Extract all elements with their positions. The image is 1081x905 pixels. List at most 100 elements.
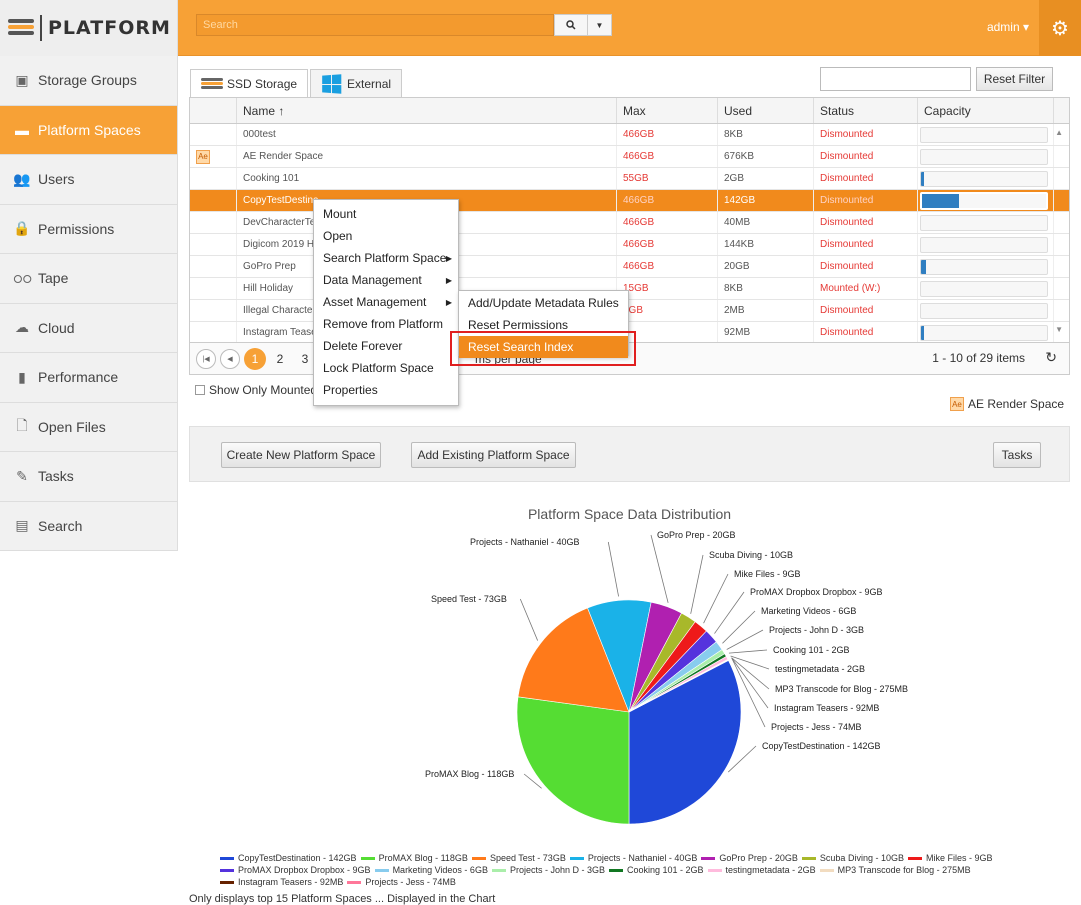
pie-slice[interactable] bbox=[517, 607, 630, 713]
sidebar-item-performance[interactable]: ▮ Performance bbox=[0, 353, 177, 403]
add-existing-platform-space-button[interactable]: Add Existing Platform Space bbox=[411, 442, 576, 468]
legend-item[interactable]: ProMAX Dropbox Dropbox - 9GB bbox=[220, 865, 371, 876]
legend-item[interactable]: Marketing Videos - 6GB bbox=[374, 865, 488, 876]
pie-label-connector bbox=[607, 541, 619, 597]
search-options-dropdown[interactable]: ▼ bbox=[588, 14, 612, 36]
pie-slice-label: Scuba Diving - 10GB bbox=[709, 550, 793, 560]
sidebar-item-storage-groups[interactable]: ▣ Storage Groups bbox=[0, 56, 177, 106]
column-header-used[interactable]: Used bbox=[718, 98, 814, 123]
used-cell: 20GB bbox=[718, 256, 814, 277]
pie-slice-label: Cooking 101 - 2GB bbox=[773, 645, 850, 655]
page-1-button[interactable]: 1 bbox=[244, 347, 266, 370]
menu-item-properties[interactable]: Properties bbox=[314, 379, 458, 401]
menu-item-reset-permissions[interactable]: Reset Permissions bbox=[459, 314, 628, 336]
sidebar-item-platform-spaces[interactable]: ▬ Platform Spaces bbox=[0, 105, 177, 155]
table-row[interactable]: GoPro Prep 466GB 20GB Dismounted bbox=[190, 256, 1069, 278]
prev-page-icon: ◀ bbox=[227, 355, 233, 363]
search-button[interactable] bbox=[554, 14, 588, 36]
menu-item-reset-search-index[interactable]: Reset Search Index bbox=[459, 336, 628, 358]
search-input[interactable] bbox=[196, 14, 554, 36]
first-page-button[interactable]: |◀ bbox=[196, 348, 216, 369]
table-row[interactable]: DevCharacterTe 466GB 40MB Dismounted bbox=[190, 212, 1069, 234]
tasks-button[interactable]: Tasks bbox=[993, 442, 1041, 468]
legend-item[interactable]: Projects - Nathaniel - 40GB bbox=[569, 853, 697, 864]
table-row[interactable]: Ae AE Render Space 466GB 676KB Dismounted bbox=[190, 146, 1069, 168]
tab-external[interactable]: External bbox=[310, 69, 403, 97]
menu-item-open[interactable]: Open bbox=[314, 225, 458, 247]
legend-item[interactable]: ProMAX Blog - 118GB bbox=[360, 853, 468, 864]
table-row[interactable]: Illegal Characte 6GB 2MB Dismounted bbox=[190, 300, 1069, 322]
scroll-up-icon[interactable]: ▲ bbox=[1055, 128, 1063, 137]
sidebar-item-permissions[interactable]: 🔒 Permissions bbox=[0, 205, 177, 254]
name-cell: AE Render Space bbox=[237, 146, 617, 167]
spacer-cell bbox=[1054, 256, 1069, 277]
legend-item[interactable]: Scuba Diving - 10GB bbox=[801, 853, 904, 864]
page-2-button[interactable]: 2 bbox=[276, 351, 284, 366]
page-3-button[interactable]: 3 bbox=[301, 351, 309, 366]
legend-item[interactable]: Projects - John D - 3GB bbox=[491, 865, 605, 876]
menu-item-data-management[interactable]: Data Management ▶ bbox=[314, 269, 458, 291]
pie-label-connector bbox=[523, 773, 542, 789]
show-only-mounted[interactable]: Show Only Mounted bbox=[195, 383, 317, 397]
table-row[interactable]: Digicom 2019 H 466GB 144KB Dismounted bbox=[190, 234, 1069, 256]
legend-item[interactable]: Cooking 101 - 2GB bbox=[609, 865, 704, 876]
column-header-capacity[interactable]: Capacity bbox=[918, 98, 1054, 123]
legend-item[interactable]: testingmetadata - 2GB bbox=[707, 865, 816, 876]
capacity-bar bbox=[920, 258, 1048, 275]
legend-swatch bbox=[707, 869, 722, 872]
user-menu[interactable]: admin ▾ bbox=[986, 20, 1029, 34]
menu-item-lock-platform-space[interactable]: Lock Platform Space bbox=[314, 357, 458, 379]
menu-item-asset-management[interactable]: Asset Management ▶ bbox=[314, 291, 458, 313]
sidebar-item-label: Users bbox=[38, 171, 75, 188]
show-only-mounted-checkbox[interactable] bbox=[195, 385, 205, 395]
pie-slice-label: Speed Test - 73GB bbox=[431, 594, 507, 604]
sidebar-item-cloud[interactable]: ☁ Cloud bbox=[0, 304, 177, 353]
menu-item-mount[interactable]: Mount bbox=[314, 203, 458, 225]
capacity-cell bbox=[918, 212, 1054, 233]
menu-item-label: Asset Management bbox=[323, 295, 427, 309]
sidebar-item-open-files[interactable]: 🗋 Open Files bbox=[0, 403, 177, 452]
table-row[interactable]: Cooking 101 55GB 2GB Dismounted bbox=[190, 168, 1069, 190]
prev-page-button[interactable]: ◀ bbox=[220, 348, 240, 369]
logo-separator bbox=[40, 15, 42, 41]
sidebar-item-label: Platform Spaces bbox=[38, 121, 141, 138]
sidebar-item-tape[interactable]: ഠഠ Tape bbox=[0, 254, 177, 304]
menu-item-remove-from-platform[interactable]: Remove from Platform bbox=[314, 313, 458, 335]
pie-slice[interactable] bbox=[628, 659, 742, 825]
sidebar-item-tasks[interactable]: ✎ Tasks bbox=[0, 452, 177, 502]
tab-ssd-storage[interactable]: SSD Storage bbox=[190, 69, 309, 97]
column-header-status[interactable]: Status bbox=[814, 98, 918, 123]
scroll-down-icon[interactable]: ▼ bbox=[1055, 325, 1063, 334]
settings-button[interactable]: ⚙ bbox=[1039, 0, 1081, 56]
table-row[interactable]: Instagram TeaseB92MBDismounted bbox=[190, 322, 1069, 342]
app-logo[interactable]: PLATFORM bbox=[0, 0, 178, 56]
legend-swatch bbox=[220, 881, 234, 884]
filter-input[interactable] bbox=[820, 67, 971, 91]
table-row[interactable]: 000test 466GB 8KB Dismounted bbox=[190, 124, 1069, 146]
pie-slice[interactable] bbox=[516, 696, 630, 825]
refresh-icon[interactable]: ↻ bbox=[1045, 349, 1057, 365]
column-header-name[interactable]: Name ↑ bbox=[237, 98, 617, 123]
capacity-cell bbox=[918, 124, 1054, 145]
legend-item[interactable]: MP3 Transcode for Blog - 275MB bbox=[819, 865, 971, 876]
reset-filter-button[interactable]: Reset Filter bbox=[976, 67, 1053, 91]
legend-item[interactable]: CopyTestDestination - 142GB bbox=[220, 853, 357, 864]
legend-item[interactable]: Speed Test - 73GB bbox=[471, 853, 566, 864]
pie-slice-label: Projects - John D - 3GB bbox=[769, 625, 864, 635]
table-row[interactable]: Hill Holiday 15GB 8KB Mounted (W:) bbox=[190, 278, 1069, 300]
menu-item-add-update-metadata-rules[interactable]: Add/Update Metadata Rules bbox=[459, 292, 628, 314]
legend-item[interactable]: GoPro Prep - 20GB bbox=[701, 853, 798, 864]
create-platform-space-button[interactable]: Create New Platform Space bbox=[221, 442, 381, 468]
legend-item[interactable]: Instagram Teasers - 92MB bbox=[220, 877, 343, 888]
legend-item[interactable]: Projects - Jess - 74MB bbox=[347, 877, 456, 888]
legend-item[interactable]: Mike Files - 9GB bbox=[907, 853, 992, 864]
pie-slice[interactable] bbox=[628, 659, 729, 713]
sidebar-item-users[interactable]: 👥 Users bbox=[0, 155, 177, 205]
column-header-max[interactable]: Max bbox=[617, 98, 718, 123]
sidebar-item-search[interactable]: ▤ Search bbox=[0, 502, 177, 551]
sidebar-item-label: Performance bbox=[38, 369, 119, 386]
spacer-cell bbox=[1054, 300, 1069, 321]
menu-item-search-platform-space[interactable]: Search Platform Space ▶ bbox=[314, 247, 458, 269]
menu-item-delete-forever[interactable]: Delete Forever bbox=[314, 335, 458, 357]
legend-label: Cooking 101 - 2GB bbox=[627, 865, 704, 875]
